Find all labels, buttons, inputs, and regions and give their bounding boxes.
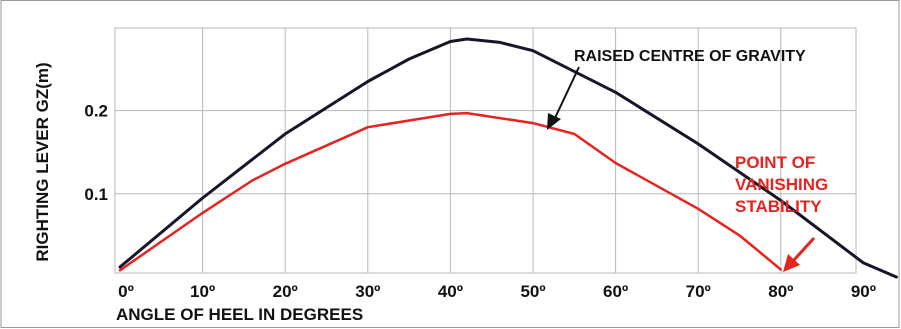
x-tick-label: 70º (686, 282, 711, 301)
x-tick-label: 50º (520, 282, 545, 301)
annotation-raised-cg-arrow-shaft (554, 66, 580, 119)
y-tick-label: 0.2 (84, 102, 108, 121)
x-tick-labels: 0º 10º 20º 30º 40º 50º 60º 70º 80º 90º (118, 282, 876, 301)
grid-lines (115, 28, 856, 273)
x-tick-label: 0º (118, 282, 134, 301)
series-line-raised-cg (118, 37, 898, 279)
y-tick-labels: 0.1 0.2 (84, 102, 108, 204)
annotation-raised-cg: RAISED CENTRE OF GRAVITY (574, 48, 806, 65)
x-tick-label: 10º (190, 282, 215, 301)
annotation-vanishing-arrow-shaft (792, 236, 816, 262)
x-tick-label: 40º (438, 282, 463, 301)
annotation-vanishing-arrow-head (783, 254, 800, 272)
x-tick-label: 30º (355, 282, 380, 301)
annotation-raised-cg-arrow-head (547, 113, 561, 130)
x-tick-label: 60º (603, 282, 628, 301)
annotation-vanishing-line3: STABILITY (735, 197, 822, 216)
x-tick-label: 80º (768, 282, 793, 301)
annotation-vanishing-line2: VANISHING (735, 175, 828, 194)
x-tick-label: 90º (851, 282, 876, 301)
y-axis-title: RIGHTING LEVER GZ(m) (33, 62, 52, 261)
series-line-normal (118, 111, 783, 272)
y-tick-label: 0.1 (84, 185, 108, 204)
annotation-vanishing-line1: POINT OF (735, 153, 815, 172)
curves (118, 37, 898, 279)
x-axis-title: ANGLE OF HEEL IN DEGREES (116, 305, 363, 324)
x-tick-label: 20º (273, 282, 298, 301)
